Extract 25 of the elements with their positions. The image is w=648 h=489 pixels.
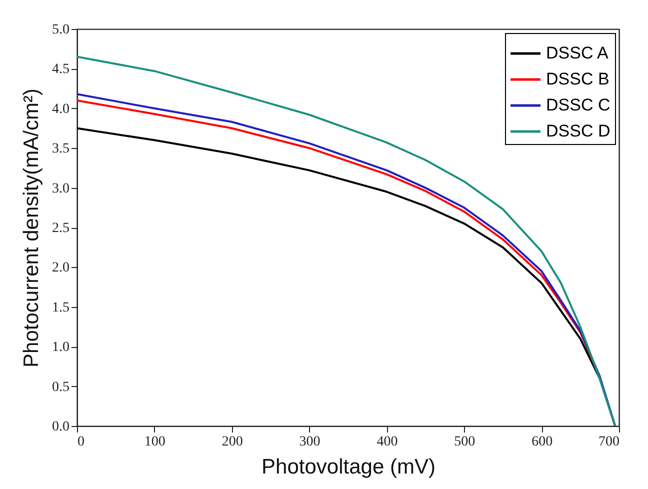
y-tick-label: 5.0 xyxy=(52,22,70,38)
legend-label: DSSC B xyxy=(546,70,610,88)
y-tick-label: 3.5 xyxy=(52,142,70,157)
y-tick-label: 2.5 xyxy=(52,221,70,236)
x-tick-label: 700 xyxy=(598,434,620,450)
legend-label: DSSC C xyxy=(546,96,610,114)
x-tick-label: 400 xyxy=(376,434,398,450)
legend-label: DSSC D xyxy=(546,122,610,140)
y-tick-label: 0.5 xyxy=(52,380,70,395)
x-tick-label: 0 xyxy=(78,434,84,450)
y-tick-label: 1.0 xyxy=(52,340,70,356)
y-tick-label: 0.0 xyxy=(52,420,70,434)
x-tick-label: 600 xyxy=(532,434,553,450)
x-tick-label: 200 xyxy=(222,434,243,450)
y-tick-label: 4.0 xyxy=(52,102,70,117)
y-tick-label: 3.0 xyxy=(52,181,70,196)
x-tick-label: 100 xyxy=(144,434,166,450)
x-axis-title: Photovoltage (mV) xyxy=(262,456,436,478)
y-tick-label: 2.0 xyxy=(52,260,70,276)
y-tick-label: 4.5 xyxy=(52,62,70,78)
x-tick-label: 500 xyxy=(454,434,476,450)
y-axis-title: Photocurrent density(mA/cm²) xyxy=(20,88,43,368)
x-tick-label: 300 xyxy=(299,434,320,450)
y-tick-label: 1.5 xyxy=(52,300,70,316)
legend-label: DSSC A xyxy=(546,44,610,62)
